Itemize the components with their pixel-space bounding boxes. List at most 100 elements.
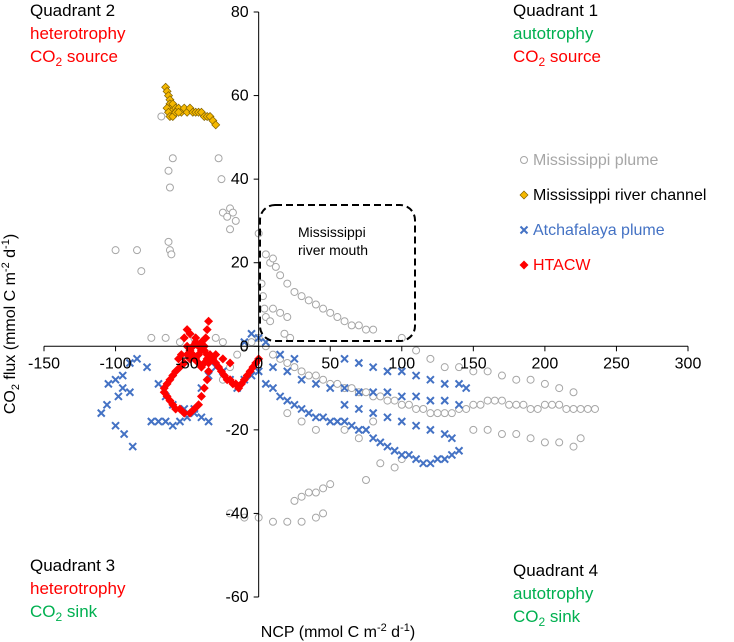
data-point bbox=[223, 212, 232, 221]
data-point bbox=[512, 375, 521, 384]
data-point bbox=[290, 363, 299, 372]
y-tick-label: 0 bbox=[240, 338, 249, 355]
data-point bbox=[340, 317, 349, 326]
y-tick-label: 60 bbox=[231, 88, 249, 105]
x-tick-label: 250 bbox=[603, 355, 630, 372]
data-point bbox=[231, 216, 240, 225]
data-point bbox=[383, 396, 392, 405]
data-point bbox=[354, 404, 364, 414]
y-tick-label: 40 bbox=[231, 171, 249, 188]
data-point bbox=[318, 413, 328, 422]
data-point bbox=[247, 338, 256, 347]
data-point bbox=[261, 379, 271, 389]
data-point bbox=[497, 430, 506, 439]
data-point bbox=[526, 434, 535, 443]
data-point bbox=[311, 513, 320, 522]
y-tick-label: 80 bbox=[231, 4, 249, 21]
data-point bbox=[583, 404, 592, 413]
data-point bbox=[505, 400, 514, 409]
data-point bbox=[383, 442, 392, 451]
data-point bbox=[368, 434, 378, 443]
data-point bbox=[311, 413, 321, 422]
data-point bbox=[128, 442, 137, 451]
data-point bbox=[133, 246, 142, 255]
data-point bbox=[233, 350, 242, 359]
legend-marker bbox=[519, 225, 529, 235]
data-point bbox=[490, 396, 499, 405]
data-point bbox=[218, 354, 228, 364]
quadrant-1-line2: CO2 source bbox=[513, 47, 601, 69]
data-point bbox=[369, 325, 378, 334]
x-tick-label: 50 bbox=[321, 355, 339, 372]
data-point bbox=[383, 388, 392, 397]
data-point bbox=[175, 417, 185, 426]
data-point bbox=[569, 388, 578, 397]
data-point bbox=[268, 517, 277, 526]
data-point bbox=[168, 421, 178, 430]
data-point bbox=[111, 421, 120, 430]
data-point bbox=[347, 384, 356, 393]
data-point bbox=[426, 375, 435, 384]
quadrant-4-label: Quadrant 4 autotrophy CO2 sink bbox=[513, 561, 598, 629]
data-point bbox=[555, 438, 564, 447]
data-point bbox=[97, 408, 106, 418]
data-point bbox=[125, 358, 135, 368]
quadrant-1-title: Quadrant 1 bbox=[513, 1, 598, 20]
data-point bbox=[125, 388, 135, 397]
data-point bbox=[164, 166, 173, 175]
data-point bbox=[326, 480, 335, 489]
data-point bbox=[333, 379, 342, 388]
data-point bbox=[118, 383, 127, 393]
data-point bbox=[290, 354, 299, 364]
data-point bbox=[283, 279, 292, 288]
x-tick-label: 200 bbox=[532, 355, 559, 372]
data-point bbox=[147, 333, 156, 342]
data-point bbox=[519, 400, 528, 409]
data-point bbox=[202, 375, 212, 385]
data-point bbox=[440, 396, 449, 405]
legend-marker bbox=[520, 156, 528, 164]
data-points bbox=[97, 82, 599, 526]
data-point bbox=[157, 112, 166, 121]
data-point bbox=[119, 429, 129, 439]
river-mouth-box bbox=[259, 204, 416, 342]
data-point bbox=[447, 434, 457, 443]
data-point bbox=[226, 509, 235, 518]
data-point bbox=[426, 396, 435, 405]
data-point bbox=[311, 488, 320, 497]
data-point bbox=[426, 425, 435, 435]
data-point bbox=[304, 488, 313, 497]
data-point bbox=[311, 425, 320, 434]
data-point bbox=[483, 425, 492, 434]
x-tick-label: -100 bbox=[100, 355, 132, 372]
data-point bbox=[297, 492, 306, 501]
data-point bbox=[202, 325, 212, 335]
data-point bbox=[304, 371, 313, 380]
data-point bbox=[540, 379, 549, 388]
data-point bbox=[390, 463, 399, 472]
data-point bbox=[440, 454, 449, 464]
y-tick-label: -20 bbox=[226, 422, 249, 439]
data-point bbox=[226, 225, 235, 234]
data-point bbox=[533, 404, 542, 413]
data-point bbox=[167, 250, 176, 259]
data-point bbox=[397, 450, 406, 460]
data-point bbox=[569, 442, 578, 451]
data-point bbox=[118, 371, 127, 380]
data-point bbox=[497, 396, 506, 405]
series-atchafalaya-plume bbox=[97, 329, 471, 468]
data-point bbox=[268, 304, 277, 313]
river-mouth-label-line2: river mouth bbox=[298, 242, 368, 258]
data-point bbox=[276, 308, 285, 317]
data-point bbox=[462, 404, 471, 413]
data-point bbox=[347, 421, 356, 430]
data-point bbox=[362, 325, 370, 334]
legend-marker bbox=[519, 190, 529, 200]
data-point bbox=[433, 409, 442, 418]
data-point bbox=[304, 296, 313, 305]
data-point bbox=[283, 359, 292, 367]
data-point bbox=[218, 338, 227, 347]
data-point bbox=[447, 450, 457, 460]
legend-item: HTACW bbox=[519, 257, 591, 274]
data-point bbox=[111, 246, 120, 255]
